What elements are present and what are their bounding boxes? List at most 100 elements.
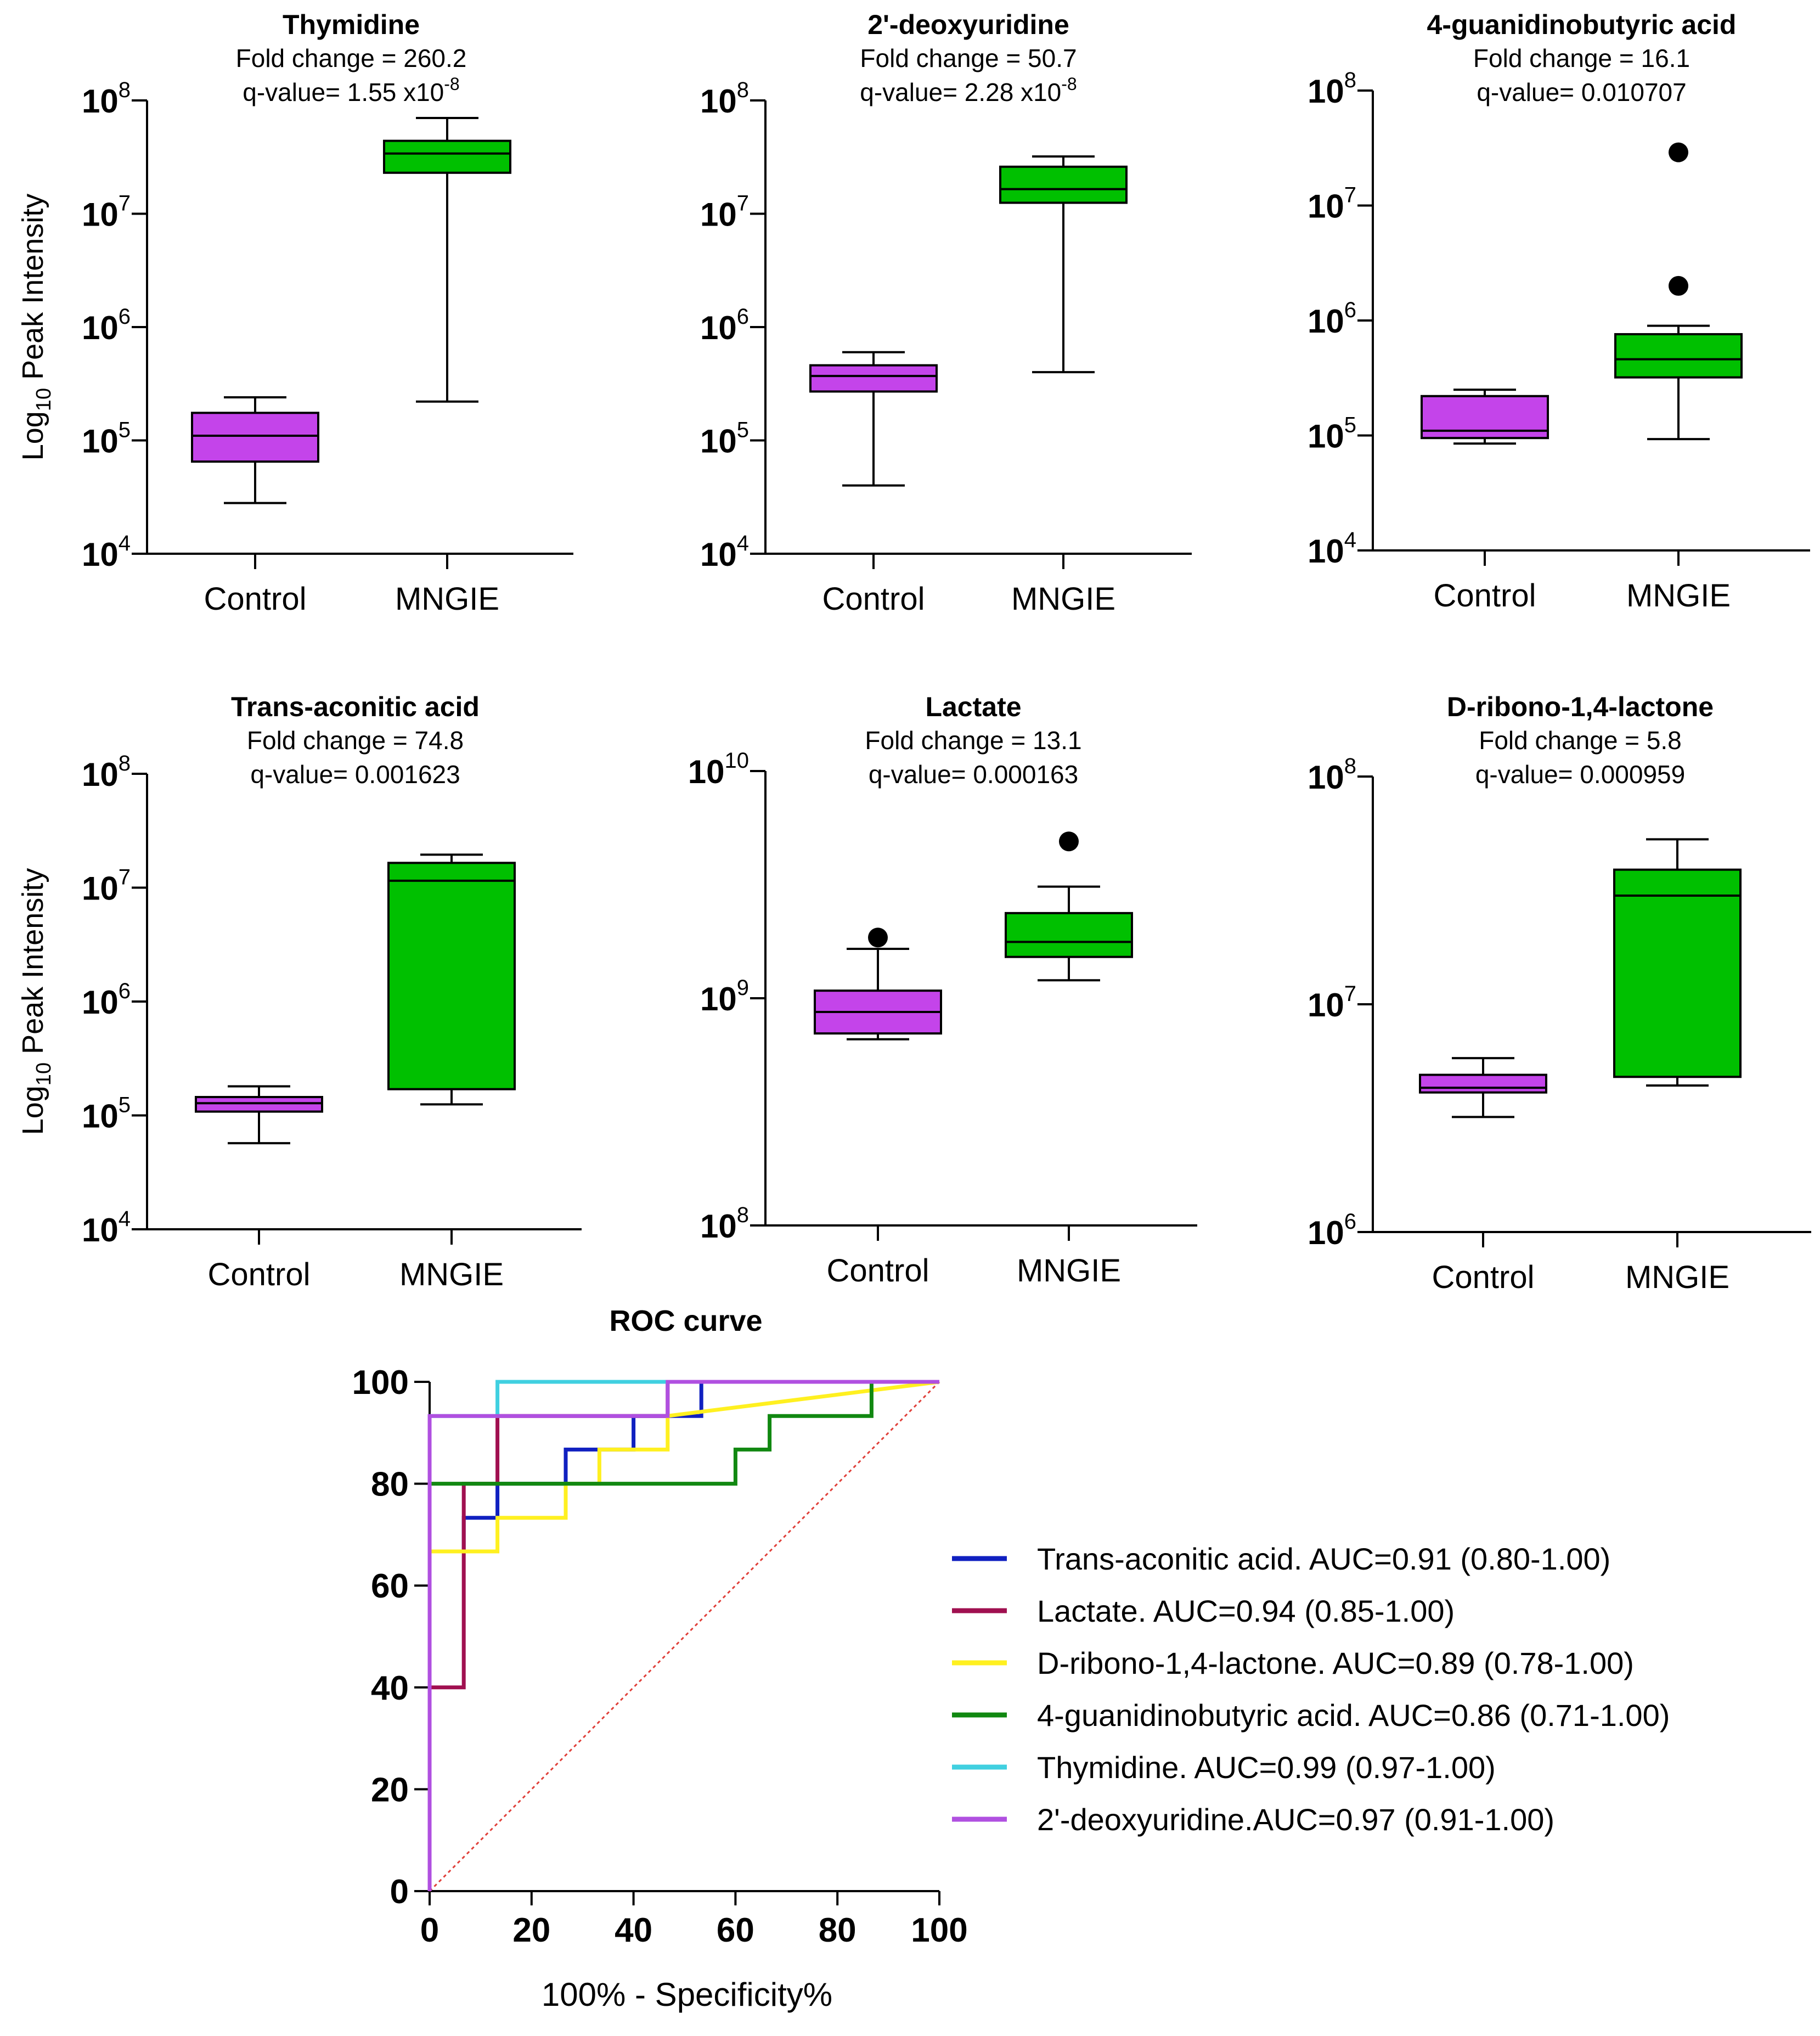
y-tick-label: 105	[82, 418, 131, 460]
y-tick-label: 106	[1308, 1210, 1356, 1251]
box-iqr	[999, 165, 1128, 204]
roc-legend: Trans-aconitic acid. AUC=0.91 (0.80-1.00…	[952, 1542, 1670, 1837]
y-tick-label: 80	[371, 1466, 409, 1504]
y-tick-label: 106	[82, 305, 131, 346]
x-tick-label: 100	[911, 1911, 967, 1949]
q-value-label: q-value= 0.010707	[1477, 78, 1686, 106]
y-tick-label: 104	[700, 531, 749, 573]
box-iqr	[1005, 912, 1133, 958]
roc-series-line	[427, 1380, 939, 1891]
chart-title: 4-guanidinobutyric acid	[1427, 9, 1737, 40]
y-tick-label: 107	[1308, 982, 1356, 1023]
diagonal-reference	[429, 1381, 940, 1892]
y-tick-label: 0	[390, 1873, 409, 1911]
box-iqr	[1419, 1073, 1547, 1094]
chart-ribonolactone: D-ribono-1,4-lactone Fold change = 5.8 q-v…	[1308, 691, 1811, 1295]
y-tick-label: 106	[700, 305, 749, 346]
legend-label: 4-guanidinobutyric acid. AUC=0.86 (0.71-…	[1037, 1698, 1670, 1733]
box-control	[814, 927, 942, 1041]
x-tick-label: 80	[819, 1911, 857, 1949]
box-mngie	[1005, 831, 1133, 982]
x-tick-label: MNGIE	[1626, 578, 1731, 614]
box-control	[1419, 1057, 1547, 1118]
y-tick-label: 105	[700, 418, 749, 460]
x-tick-label: Control	[822, 581, 925, 617]
x-tick-label: Control	[827, 1253, 929, 1289]
x-axis-label: 100% - Specificity%	[542, 1976, 832, 2013]
y-tick-label: 1010	[688, 749, 749, 790]
chart-title: Thymidine	[283, 9, 420, 40]
y-tick-label: 108	[1308, 754, 1356, 796]
box-iqr	[1614, 333, 1743, 379]
fold-change-label: Fold change = 13.1	[865, 726, 1081, 755]
legend-label: 2'-deoxyuridine.AUC=0.97 (0.91-1.00)	[1037, 1802, 1554, 1837]
x-tick-label: MNGIE	[1017, 1253, 1121, 1289]
y-axis-label: Log10 Peak Intensity	[16, 868, 55, 1135]
box-mngie	[387, 853, 516, 1106]
x-tick-label: Control	[1432, 1259, 1535, 1295]
box-control	[191, 396, 319, 504]
y-tick-label: 107	[700, 192, 749, 233]
q-value-label: q-value= 0.000959	[1475, 760, 1685, 789]
x-tick-label: 60	[717, 1911, 754, 1949]
y-tick-label: 108	[82, 751, 131, 793]
y-tick-label: 104	[1308, 528, 1356, 570]
y-tick-label: 107	[82, 192, 131, 233]
box-iqr	[383, 139, 511, 174]
fold-change-label: Fold change = 74.8	[247, 726, 464, 755]
y-tick-label: 108	[700, 1203, 749, 1245]
outlier-point	[1669, 275, 1688, 296]
x-tick-label: MNGIE	[395, 581, 499, 617]
fold-change-label: Fold change = 50.7	[860, 44, 1077, 72]
chart-deoxyuridine: 2'-deoxyuridine Fold change = 50.7q-value…	[700, 9, 1192, 617]
outlier-point	[868, 927, 888, 948]
y-tick-label: 100	[352, 1364, 409, 1402]
chart-title: ROC curve	[609, 1304, 762, 1337]
roc-series-line	[427, 1380, 939, 1891]
fold-change-label: Fold change = 5.8	[1479, 726, 1682, 755]
q-value-label: q-value= 2.28 x10-8	[860, 74, 1077, 106]
outlier-point	[1669, 142, 1688, 162]
x-tick-label: Control	[208, 1257, 311, 1292]
y-tick-label: 108	[82, 78, 131, 120]
y-tick-label: 20	[371, 1771, 409, 1809]
box-control	[1421, 389, 1549, 445]
x-tick-label: 40	[615, 1911, 652, 1949]
fold-change-label: Fold change = 260.2	[236, 44, 467, 72]
x-tick-label: MNGIE	[1625, 1259, 1729, 1295]
y-tick-label: 40	[371, 1669, 409, 1707]
y-tick-label: 104	[82, 531, 131, 573]
q-value-label: q-value= 0.001623	[250, 760, 460, 789]
x-tick-label: Control	[204, 581, 307, 617]
box-control	[809, 351, 938, 487]
chart-title: Lactate	[925, 691, 1021, 722]
chart-transaconitic: Trans-aconitic acid Fold change = 74.8 q-v…	[16, 691, 582, 1292]
chart-title: D-ribono-1,4-lactone	[1447, 691, 1714, 722]
y-tick-label: 105	[1308, 413, 1356, 455]
y-tick-label: 108	[700, 78, 749, 120]
y-tick-label: 107	[1308, 183, 1356, 225]
chart-roc: ROC curve 0 20 40 60 80 100 0 20 40 60 80 100 100% - …	[352, 1304, 968, 2013]
legend-label: Trans-aconitic acid. AUC=0.91 (0.80-1.00…	[1037, 1542, 1610, 1576]
box-control	[195, 1085, 323, 1145]
box-iqr	[809, 364, 938, 393]
box-iqr	[1613, 868, 1742, 1078]
y-tick-label: 105	[82, 1093, 131, 1135]
x-tick-label: MNGIE	[399, 1257, 504, 1292]
box-mngie	[999, 155, 1128, 374]
chart-lactate: Lactate Fold change = 13.1 q-value= 0.0001…	[688, 691, 1197, 1289]
q-value-label: q-value= 1.55 x10-8	[243, 74, 459, 106]
x-tick-label: 20	[512, 1911, 550, 1949]
y-tick-label: 104	[82, 1207, 131, 1248]
y-tick-label: 107	[82, 865, 131, 907]
chart-thymidine: Thymidine Fold change = 260.2q-value= 1.5…	[16, 9, 573, 617]
legend-label: Lactate. AUC=0.94 (0.85-1.00)	[1037, 1594, 1455, 1628]
box-mngie	[1613, 838, 1742, 1087]
box-iqr	[387, 862, 516, 1090]
box-mngie	[383, 116, 511, 403]
chart-title: Trans-aconitic acid	[231, 691, 480, 722]
q-value-label: q-value= 0.000163	[869, 760, 1078, 789]
y-tick-label: 106	[1308, 298, 1356, 340]
box-iqr	[191, 412, 319, 463]
